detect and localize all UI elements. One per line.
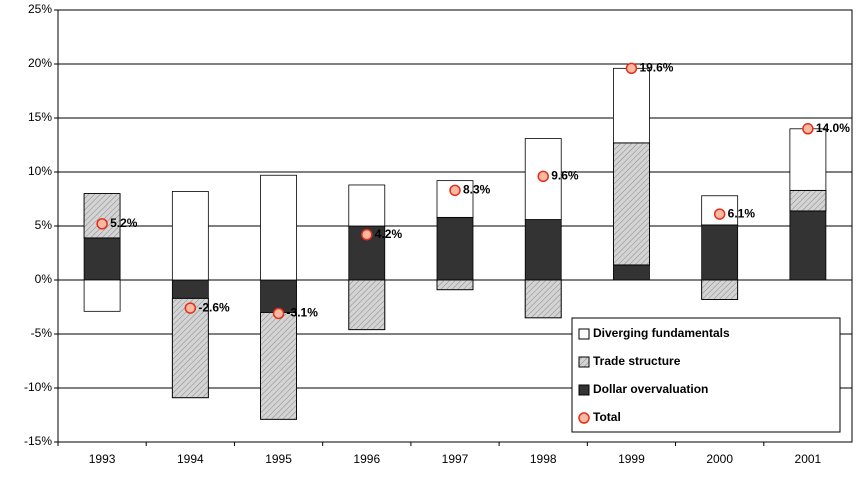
x-tick-label: 1998	[530, 452, 557, 466]
data-label: 5.2%	[110, 216, 138, 230]
bar-segment	[171, 279, 209, 299]
y-tick-label: -15%	[24, 434, 52, 448]
hatch	[348, 279, 386, 331]
total-marker	[96, 218, 108, 230]
legend-label: Total	[593, 410, 621, 424]
data-label: 19.6%	[639, 60, 673, 74]
bar-segment	[613, 67, 650, 144]
plot-frame	[57, 9, 853, 443]
data-label: 9.6%	[551, 168, 579, 182]
bar-segment	[701, 195, 739, 226]
bar-segment	[83, 279, 121, 312]
legend-label: Diverging fundamentals	[593, 326, 730, 340]
bar-segment	[701, 224, 739, 281]
total-marker	[361, 228, 373, 241]
x-tick-label: 1997	[442, 452, 469, 466]
data-label: 4.2%	[375, 227, 403, 241]
legend-box	[571, 317, 841, 433]
x-tick-label: 1994	[177, 452, 204, 466]
data-label: 6.1%	[728, 206, 756, 220]
bar-segment	[83, 237, 121, 281]
total-marker	[802, 123, 814, 135]
y-tick-label: 0%	[35, 272, 53, 286]
legend-swatch	[578, 328, 590, 340]
total-marker	[272, 307, 285, 320]
x-tick-label: 1995	[265, 452, 292, 466]
y-tick-label: -10%	[24, 380, 52, 394]
total-marker	[184, 302, 197, 314]
bar-segment	[260, 279, 297, 313]
bar-segment	[789, 128, 827, 191]
hatch	[613, 142, 650, 266]
bar-segment	[171, 191, 209, 281]
bar-segment	[348, 184, 386, 227]
y-tick-label: -5%	[31, 326, 53, 340]
hatch	[524, 279, 562, 319]
hatch	[789, 189, 827, 212]
x-tick-label: 1993	[89, 452, 116, 466]
bar-segment	[524, 219, 562, 281]
hatch	[171, 297, 209, 399]
y-tick-label: 25%	[28, 2, 52, 16]
legend-label: Dollar overvaluation	[593, 382, 708, 396]
total-marker	[713, 208, 726, 220]
data-label: 8.3%	[463, 183, 491, 197]
x-tick-label: 1999	[618, 452, 645, 466]
total-marker	[449, 184, 461, 197]
y-tick-label: 10%	[28, 164, 52, 178]
hatch	[701, 279, 739, 300]
legend-label: Trade structure	[593, 354, 681, 368]
total-marker	[537, 170, 549, 183]
x-tick-label: 2001	[795, 452, 822, 466]
legend-swatch	[578, 412, 590, 424]
data-label: -3.1%	[287, 306, 319, 320]
y-tick-label: 5%	[35, 218, 53, 232]
legend-hatch	[578, 356, 590, 368]
hatch	[436, 279, 474, 291]
bar-segment	[260, 174, 297, 281]
bar-segment	[613, 264, 650, 281]
x-tick-label: 1996	[353, 452, 380, 466]
bar-segment	[789, 210, 827, 281]
hatch	[260, 311, 297, 420]
x-tick-label: 2000	[706, 452, 733, 466]
y-tick-label: 15%	[28, 110, 52, 124]
y-tick-label: 20%	[28, 56, 52, 70]
total-marker	[625, 62, 638, 75]
legend-swatch	[578, 384, 590, 396]
bar-segment	[436, 216, 474, 281]
hatch	[83, 193, 121, 239]
data-label: -2.6%	[198, 300, 230, 314]
data-label: 14.0%	[816, 121, 850, 135]
